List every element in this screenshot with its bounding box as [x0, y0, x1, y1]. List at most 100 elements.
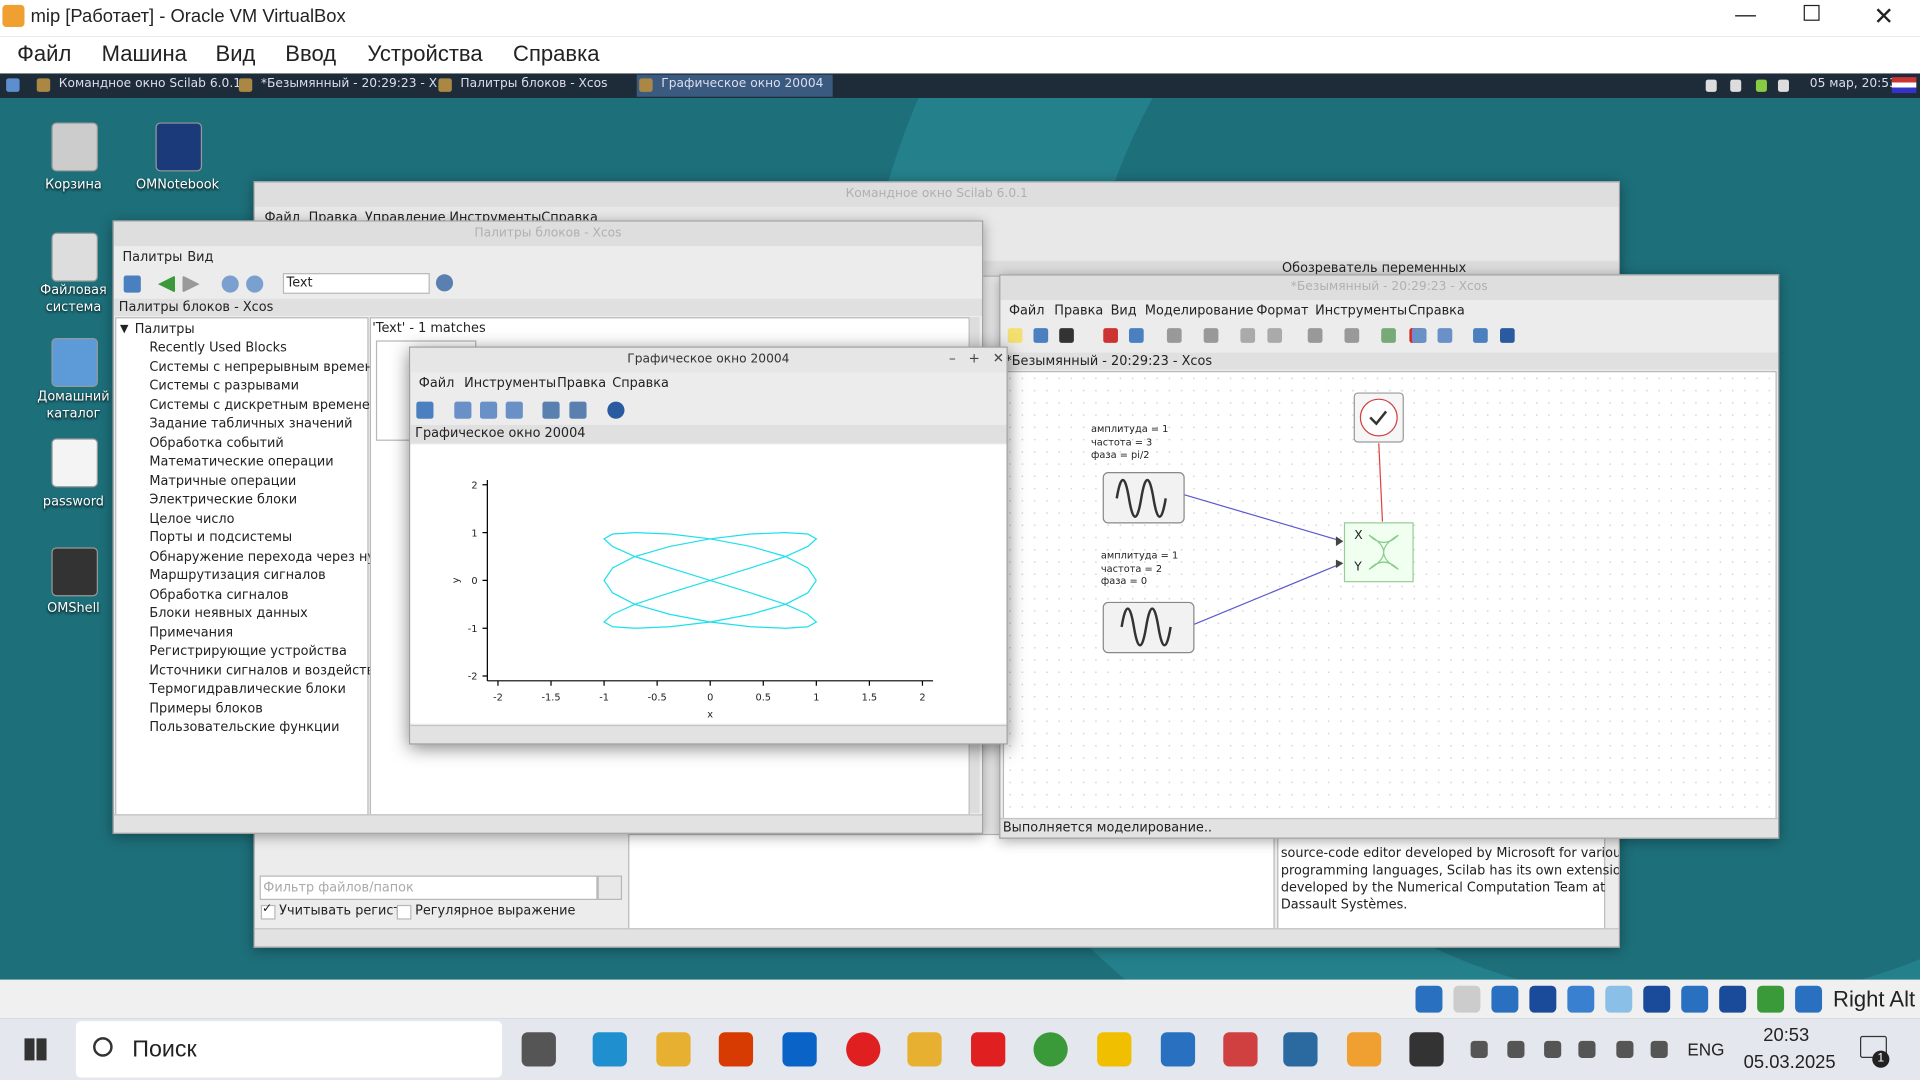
taskbar-app[interactable]	[656, 1032, 691, 1067]
palette-item[interactable]: Системы с разрывами	[149, 378, 299, 394]
palette-item[interactable]: Источники сигналов и воздействий	[149, 663, 391, 678]
menu-item[interactable]: Устройства	[367, 41, 483, 67]
taskbar-app[interactable]	[1283, 1032, 1318, 1067]
desktop-icon[interactable]	[51, 547, 98, 597]
tray-icon[interactable]	[1616, 1040, 1634, 1058]
toolbar-icon[interactable]	[569, 401, 587, 419]
palette-item[interactable]: Примеры блоков	[149, 701, 263, 716]
toolbar-icon[interactable]	[505, 401, 523, 419]
taskbar-app[interactable]	[1223, 1032, 1258, 1067]
menu-item[interactable]: Формат	[1256, 303, 1309, 319]
menu-item[interactable]: Машина	[101, 41, 187, 67]
menu-item[interactable]: Правка	[1054, 303, 1104, 319]
toolbar-icon[interactable]	[1381, 328, 1396, 343]
taskbar-app[interactable]	[1097, 1032, 1132, 1067]
taskbar-app[interactable]	[718, 1032, 754, 1067]
close-button[interactable]: ✕	[1873, 3, 1894, 31]
taskbar-app[interactable]	[782, 1032, 817, 1067]
taskbar-app[interactable]	[846, 1032, 881, 1067]
status-icon[interactable]	[1567, 985, 1595, 1013]
status-icon[interactable]	[1757, 985, 1785, 1013]
menu-item[interactable]: Вид	[1110, 303, 1137, 319]
toolbar-icon[interactable]	[542, 401, 560, 419]
taskbar-app[interactable]	[1409, 1032, 1444, 1067]
status-icon[interactable]	[1681, 985, 1709, 1013]
toolbar-icon[interactable]	[1103, 328, 1118, 343]
taskbar-app[interactable]	[1346, 1032, 1382, 1067]
menu-item[interactable]: Вид	[215, 41, 256, 67]
toolbar-icon[interactable]	[1059, 328, 1074, 343]
task-icon[interactable]	[36, 78, 51, 92]
palette-item[interactable]: Маршрутизация сигналов	[149, 568, 326, 583]
taskbar-app[interactable]	[1160, 1032, 1196, 1067]
tray-icon[interactable]	[1705, 79, 1717, 92]
tray-icon[interactable]	[1578, 1040, 1596, 1058]
palette-item[interactable]: Примечания	[149, 625, 234, 640]
back-icon[interactable]	[157, 275, 176, 293]
tray-icon[interactable]	[1507, 1040, 1525, 1058]
menu-item[interactable]: Инструменты	[464, 375, 557, 391]
taskbar-app[interactable]	[592, 1032, 627, 1067]
desktop-icon[interactable]	[51, 232, 98, 282]
palette-item[interactable]: Системы с дискретным временем	[149, 397, 380, 413]
desktop-icon[interactable]	[51, 122, 98, 172]
tree-root[interactable]: Палитры	[134, 322, 195, 337]
palette-item[interactable]: Термогидравлические блоки	[149, 682, 346, 697]
status-icon[interactable]	[1529, 985, 1557, 1013]
palette-item[interactable]: Регистрирующие устройства	[149, 644, 347, 659]
toolbar-icon[interactable]	[1166, 328, 1182, 343]
checkbox[interactable]: ✓	[260, 902, 276, 920]
search-input[interactable]: Text	[282, 273, 430, 294]
desktop-icon-label[interactable]: OMNotebook	[136, 177, 220, 193]
task-button[interactable]: Графическое окно 20004	[661, 77, 824, 91]
task-button[interactable]: Командное окно Scilab 6.0.1	[58, 77, 242, 91]
toolbar-icon[interactable]	[1203, 328, 1219, 343]
palette-item[interactable]: Recently Used Blocks	[149, 340, 287, 356]
status-icon[interactable]	[1491, 985, 1519, 1013]
status-icon[interactable]	[1643, 985, 1671, 1013]
palette-item[interactable]: Обработка сигналов	[149, 587, 289, 602]
checkbox[interactable]	[396, 904, 412, 920]
palette-item[interactable]: Задание табличных значений	[149, 416, 353, 432]
maximize-button[interactable]	[1803, 4, 1820, 21]
task-button[interactable]: Палитры блоков - Xcos	[460, 77, 608, 91]
toolbar-icon[interactable]	[1344, 328, 1360, 343]
search-box[interactable]: Поиск	[75, 1021, 503, 1078]
status-icon[interactable]	[1453, 985, 1481, 1013]
task-button[interactable]: *Безымянный - 20:29:23 - X...	[260, 77, 449, 91]
toolbar-icon[interactable]	[1128, 328, 1144, 343]
menu-item[interactable]: Файл	[17, 41, 72, 67]
tray-icon[interactable]	[1755, 79, 1767, 92]
palette-item[interactable]: Электрические блоки	[149, 492, 298, 507]
taskbar-app[interactable]	[1033, 1032, 1068, 1067]
tray-icon[interactable]	[1470, 1040, 1488, 1058]
status-icon[interactable]	[1795, 985, 1823, 1013]
toolbar-icon[interactable]	[1500, 328, 1515, 343]
menu-item[interactable]: Файл	[1008, 303, 1045, 319]
filter-button[interactable]	[597, 875, 623, 901]
toolbar-icon[interactable]	[1240, 328, 1256, 343]
tray-icon[interactable]	[1650, 1040, 1668, 1058]
task-icon[interactable]	[238, 78, 253, 92]
tray-icon[interactable]	[1544, 1040, 1562, 1058]
palette-item[interactable]: Матричные операции	[149, 473, 297, 488]
task-icon[interactable]	[438, 78, 452, 92]
tree-expander[interactable]: ▼	[120, 323, 129, 336]
desktop-icon[interactable]	[51, 438, 98, 488]
task-icon[interactable]	[639, 78, 653, 92]
taskbar-app[interactable]	[971, 1032, 1006, 1067]
palette-item[interactable]: Целое число	[149, 511, 235, 526]
start-button[interactable]	[24, 1038, 47, 1061]
zoom-out-icon[interactable]	[246, 275, 264, 293]
diagram-canvas[interactable]: амплитуда = 1 частота = 3 фаза = pi/2 ампли…	[1002, 371, 1777, 820]
window-controls[interactable]: – + ✕	[948, 350, 1004, 367]
toolbar-icon[interactable]	[1411, 328, 1427, 343]
search-button[interactable]	[435, 274, 454, 292]
menu-item[interactable]: Файл	[418, 375, 455, 391]
toolbar-icon[interactable]	[123, 275, 141, 293]
toolbar-icon[interactable]	[1473, 328, 1488, 343]
desktop-icon-label[interactable]: OMShell	[47, 601, 100, 616]
menu-item[interactable]: Инструменты	[1315, 303, 1408, 319]
desktop-icon[interactable]	[51, 337, 98, 387]
palette-item[interactable]: Обработка событий	[149, 435, 284, 451]
